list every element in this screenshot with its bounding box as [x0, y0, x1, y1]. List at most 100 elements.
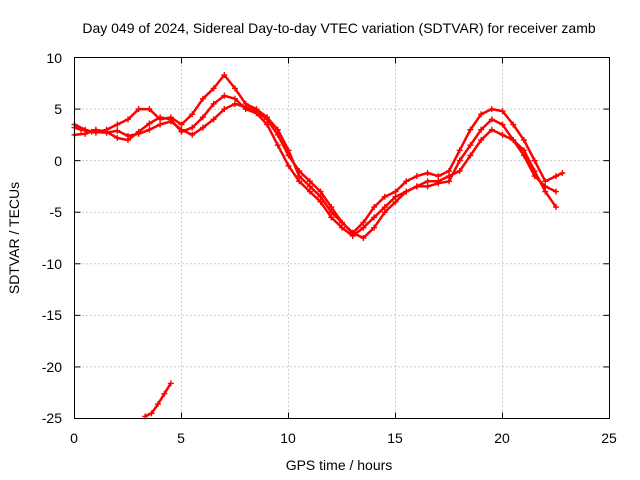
- data-point: [510, 121, 517, 128]
- data-point: [154, 401, 161, 408]
- data-point: [306, 183, 313, 190]
- y-tick-label: -25: [42, 410, 62, 426]
- data-point: [424, 170, 431, 177]
- data-point: [403, 188, 410, 195]
- data-point: [499, 131, 506, 138]
- data-point: [381, 204, 388, 211]
- data-point: [531, 157, 538, 164]
- data-point: [499, 108, 506, 115]
- data-point: [135, 128, 142, 135]
- data-point: [253, 106, 260, 113]
- data-point: [210, 116, 217, 123]
- data-point: [392, 198, 399, 205]
- data-point: [328, 214, 335, 221]
- data-point: [360, 219, 367, 226]
- data-point: [488, 106, 495, 113]
- x-tick-label: 20: [494, 430, 510, 446]
- data-point: [167, 114, 174, 121]
- data-point: [381, 193, 388, 200]
- data-point: [371, 214, 378, 221]
- data-point: [499, 121, 506, 128]
- y-tick-label: 10: [46, 50, 62, 66]
- data-point: [381, 209, 388, 216]
- data-point: [317, 198, 324, 205]
- data-point: [553, 188, 559, 195]
- data-point: [392, 188, 399, 195]
- data-point: [403, 178, 410, 185]
- data-point: [446, 178, 452, 185]
- y-axis-title: SDTVAR / TECUs: [6, 182, 22, 294]
- data-point: [456, 147, 463, 154]
- data-point: [125, 137, 131, 144]
- data-point: [285, 162, 292, 169]
- data-point: [542, 183, 549, 190]
- data-point: [488, 126, 495, 133]
- data-point: [146, 106, 153, 113]
- data-point: [520, 147, 527, 154]
- chart-title: Day 049 of 2024, Sidereal Day-to-day VTE…: [82, 20, 595, 36]
- data-point: [360, 224, 367, 231]
- data-point: [148, 410, 155, 417]
- data-point: [210, 85, 217, 92]
- data-point: [232, 85, 238, 92]
- data-point: [242, 106, 249, 113]
- data-point: [167, 380, 174, 387]
- data-point: [114, 127, 121, 134]
- series-track-4: [142, 380, 174, 420]
- data-point: [456, 157, 463, 164]
- data-point: [531, 173, 538, 180]
- data-point: [424, 178, 431, 185]
- axis-ticks: [74, 57, 610, 419]
- data-point: [125, 116, 131, 123]
- y-tick-label: -20: [42, 359, 62, 375]
- data-point: [467, 126, 474, 133]
- data-point: [553, 173, 559, 180]
- data-point: [264, 114, 271, 121]
- y-tick-label: -5: [50, 204, 63, 220]
- data-point: [553, 204, 559, 211]
- data-point: [317, 188, 324, 195]
- data-point: [520, 137, 527, 144]
- data-point: [103, 126, 110, 133]
- data-point: [371, 224, 378, 231]
- data-point: [242, 100, 249, 107]
- grid-lines: [74, 57, 610, 419]
- data-point: [114, 134, 121, 141]
- data-point: [542, 188, 549, 195]
- data-point: [264, 121, 271, 128]
- data-point: [189, 111, 196, 118]
- data-point: [435, 173, 442, 180]
- data-point: [221, 72, 228, 79]
- data-point: [446, 167, 452, 174]
- data-point: [306, 188, 313, 195]
- data-point: [339, 224, 345, 231]
- x-axis-title: GPS time / hours: [286, 457, 393, 473]
- data-point: [82, 126, 89, 133]
- data-point: [199, 95, 206, 102]
- x-tick-label: 0: [70, 430, 78, 446]
- series-trace: [143, 382, 173, 418]
- data-point: [478, 126, 485, 133]
- data-point: [189, 124, 196, 131]
- data-point: [285, 147, 292, 154]
- series-track-2: [71, 92, 559, 239]
- data-point: [392, 193, 399, 200]
- data-point: [478, 137, 485, 144]
- data-point: [274, 142, 281, 149]
- data-point: [161, 390, 168, 397]
- data-point: [221, 92, 228, 99]
- data-point: [210, 100, 217, 107]
- x-tick-label: 15: [387, 430, 403, 446]
- data-point: [221, 106, 228, 113]
- data-series: [71, 72, 566, 420]
- y-tick-label: -15: [42, 307, 62, 323]
- x-tick-label: 5: [177, 430, 185, 446]
- data-point: [146, 126, 153, 133]
- data-point: [157, 121, 164, 128]
- data-point: [559, 170, 566, 177]
- data-point: [349, 229, 356, 236]
- data-point: [456, 167, 463, 174]
- data-point: [360, 235, 367, 241]
- data-point: [199, 124, 206, 131]
